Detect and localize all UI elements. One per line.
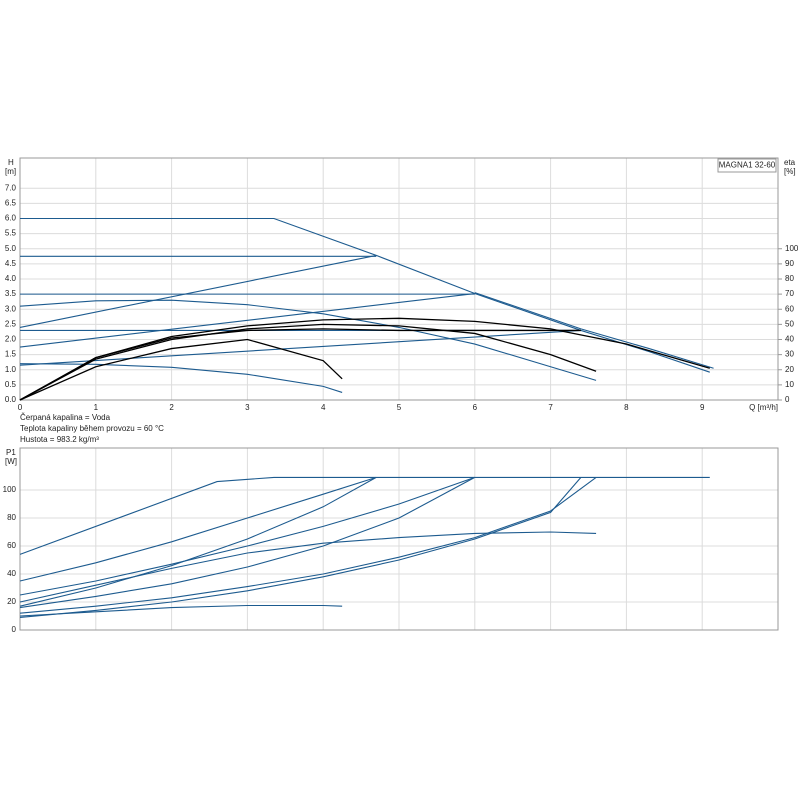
series-line	[19, 292, 475, 348]
y-tick-label: 3.5	[5, 289, 17, 298]
series-line	[19, 329, 581, 366]
y-tick-label: 0	[12, 625, 17, 634]
y2-tick-label: 100	[785, 244, 799, 253]
y-tick-label: 2.0	[5, 335, 17, 344]
annotation: Teplota kapaliny během provozu = 60 °C	[20, 424, 164, 433]
y-tick-label: 20	[7, 597, 16, 606]
annotation: Čerpaná kapalina = Voda	[20, 413, 111, 422]
y2-axis-unit: [%]	[784, 167, 796, 176]
y2-tick-label: 20	[785, 365, 794, 374]
annotation: Hustota = 983.2 kg/m³	[20, 435, 99, 444]
y-tick-label: 6.5	[5, 198, 17, 207]
y2-axis-label: eta	[784, 158, 796, 167]
series-line	[19, 476, 597, 614]
x-tick-label: 7	[548, 403, 553, 412]
y2-tick-label: 0	[785, 395, 790, 404]
y-axis-label: P1	[6, 448, 16, 457]
plot-frame	[19, 157, 779, 401]
x-tick-label: 6	[473, 403, 478, 412]
y-tick-label: 40	[7, 569, 16, 578]
y-tick-label: 5.5	[5, 229, 17, 238]
series-line	[19, 299, 597, 381]
efficiency-curve	[19, 323, 597, 401]
efficiency-curve	[19, 328, 581, 401]
y-tick-label: 4.0	[5, 274, 17, 283]
y-tick-label: 2.5	[5, 319, 17, 328]
x-tick-label: 9	[700, 403, 705, 412]
plot-frame	[19, 447, 779, 631]
efficiency-curve	[19, 317, 710, 401]
series-line	[19, 531, 597, 603]
series-line	[19, 604, 343, 617]
y-tick-label: 0.0	[5, 395, 17, 404]
y2-tick-label: 80	[785, 274, 794, 283]
y2-tick-label: 70	[785, 289, 794, 298]
series-line	[19, 476, 476, 609]
series-line	[19, 476, 377, 582]
y-tick-label: 0.5	[5, 380, 17, 389]
y-tick-label: 6.0	[5, 214, 17, 223]
x-tick-label: 2	[169, 403, 174, 412]
y-tick-label: 3.0	[5, 304, 17, 313]
series-line	[19, 476, 377, 607]
x-tick-label: 1	[94, 403, 99, 412]
y-tick-label: 4.5	[5, 259, 17, 268]
title-box	[717, 158, 777, 173]
y-tick-label: 7.0	[5, 183, 17, 192]
series-line	[19, 476, 475, 596]
y-tick-label: 1.0	[5, 365, 17, 374]
y2-tick-label: 40	[785, 335, 794, 344]
y-tick-label: 60	[7, 541, 16, 550]
y-axis-unit: [W]	[5, 457, 17, 466]
y-axis-label: H	[8, 158, 14, 167]
x-tick-label: 8	[624, 403, 629, 412]
y2-tick-label: 30	[785, 350, 794, 359]
y-tick-label: 100	[3, 485, 17, 494]
series-line	[19, 477, 582, 618]
y2-tick-label: 90	[785, 259, 794, 268]
y-tick-label: 1.5	[5, 350, 17, 359]
x-tick-label: 4	[321, 403, 326, 412]
x-tick-label: 0	[18, 403, 23, 412]
y-tick-label: 5.0	[5, 244, 17, 253]
y2-tick-label: 10	[785, 380, 794, 389]
y-tick-label: 80	[7, 513, 16, 522]
x-tick-label: 5	[397, 403, 402, 412]
series-line	[474, 292, 714, 369]
chart-title: MAGNA1 32-60	[719, 161, 776, 170]
x-axis-label: Q [m³/h]	[749, 403, 778, 412]
y-axis-unit: [m]	[5, 167, 16, 176]
efficiency-curve	[19, 338, 343, 401]
series-line	[19, 254, 377, 328]
y2-tick-label: 50	[785, 319, 794, 328]
y2-tick-label: 60	[785, 304, 794, 313]
x-tick-label: 3	[245, 403, 250, 412]
series-line	[19, 476, 710, 555]
